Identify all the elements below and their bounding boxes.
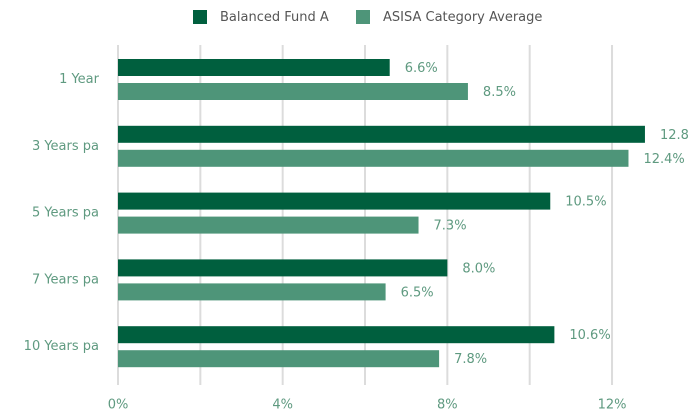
value-label: 7.8% xyxy=(454,352,487,367)
bar xyxy=(118,216,419,234)
legend-swatch xyxy=(356,10,370,24)
value-label: 6.6% xyxy=(405,61,438,76)
value-label: 8.0% xyxy=(462,261,495,276)
x-tick-label: 4% xyxy=(272,398,293,411)
bar xyxy=(118,83,468,100)
y-tick-label: 1 Year xyxy=(59,72,100,87)
y-tick-label: 10 Years pa xyxy=(24,339,99,354)
y-tick-label: 7 Years pa xyxy=(32,272,99,287)
legend-label: ASISA Category Average xyxy=(383,10,542,25)
value-label: 6.5% xyxy=(401,285,434,300)
bar xyxy=(118,59,390,76)
bar xyxy=(118,326,555,344)
y-tick-label: 5 Years pa xyxy=(32,206,99,221)
bar xyxy=(118,350,440,368)
x-tick-label: 0% xyxy=(108,398,129,411)
bar xyxy=(118,149,629,167)
legend-swatch xyxy=(193,10,207,24)
y-tick-label: 3 Years pa xyxy=(32,139,99,154)
value-label: 8.5% xyxy=(483,85,516,100)
x-tick-label: 12% xyxy=(598,398,627,411)
bar xyxy=(118,192,551,210)
value-label: 7.3% xyxy=(434,219,467,234)
bar xyxy=(118,283,386,301)
value-label: 10.5% xyxy=(565,195,606,210)
value-label: 10.6% xyxy=(569,328,610,343)
legend-label: Balanced Fund A xyxy=(220,10,329,25)
value-label: 12.4% xyxy=(643,152,684,167)
bar xyxy=(118,259,448,277)
value-label: 12.8% xyxy=(660,128,689,143)
x-tick-label: 8% xyxy=(437,398,458,411)
bar xyxy=(118,125,645,143)
